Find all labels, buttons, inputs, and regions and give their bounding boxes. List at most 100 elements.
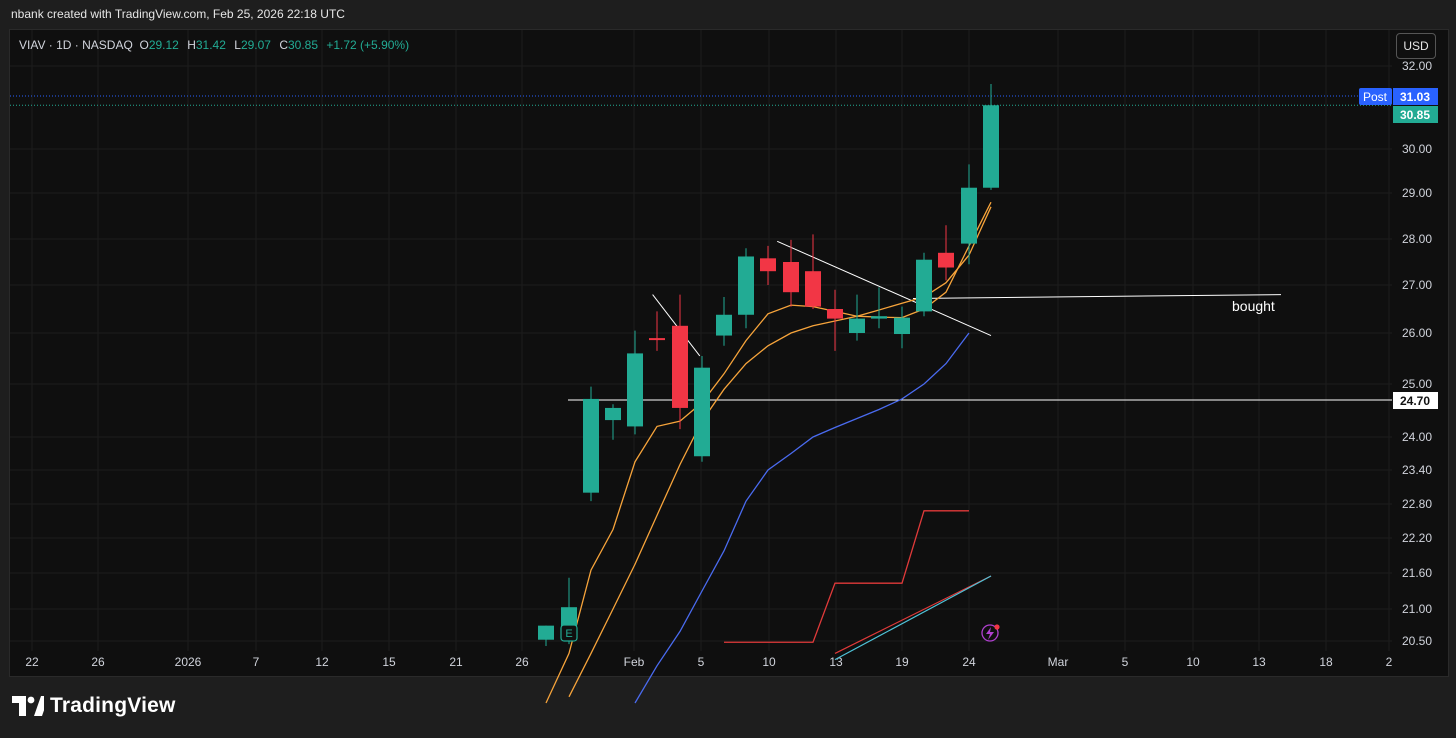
candle (871, 287, 887, 329)
earnings-marker: E (560, 624, 578, 642)
x-axis-tick-label: 10 (1186, 655, 1200, 669)
candle (538, 625, 554, 646)
y-axis-tick-label: 27.00 (1402, 278, 1432, 292)
candle-body (983, 105, 999, 188)
open-value: 29.12 (148, 38, 179, 52)
last-price-value: 30.85 (1400, 108, 1430, 122)
y-axis-tick-label: 21.00 (1402, 602, 1432, 616)
candle-body (938, 252, 954, 268)
candle (916, 252, 932, 317)
open-label: O (139, 38, 149, 52)
last-price-badge (1393, 106, 1438, 123)
tradingview-logo-icon (12, 696, 44, 716)
red-step-line (724, 510, 969, 643)
grid-lines (10, 30, 1392, 651)
candle (983, 83, 999, 190)
candle (583, 386, 599, 502)
candle-body (871, 316, 887, 319)
candle-body (583, 398, 599, 493)
y-axis-tick-label: 30.00 (1402, 142, 1432, 156)
candle (694, 355, 710, 462)
ema-fast-line (545, 201, 992, 704)
x-axis-tick-label: 24 (962, 655, 976, 669)
symbol-label: VIAV · 1D · NASDAQ (19, 38, 133, 52)
post-price-badge (1393, 88, 1438, 105)
y-axis-tick-label: 32.00 (1402, 59, 1432, 73)
x-axis-tick-label: 12 (315, 655, 329, 669)
candle-body (894, 317, 910, 335)
tradingview-logo[interactable]: TradingView (12, 694, 176, 718)
candle-body (716, 314, 732, 336)
lightning-dot (994, 624, 1000, 630)
y-axis-tick-label: 20.50 (1402, 634, 1432, 648)
candle (849, 294, 865, 341)
candle (805, 234, 821, 309)
low-value: 29.07 (240, 38, 271, 52)
y-axis-labels: 32.00 30.00 29.00 28.00 27.00 26.00 25.00 24.00… (1402, 59, 1432, 648)
low-label: L (234, 38, 241, 52)
candle-body (961, 187, 977, 244)
x-axis-labels: 22 26 2026 7 12 15 21 26 Feb 5 10 13 19 24 Mar 5 10 13 18 2 (25, 655, 1392, 669)
candle (894, 306, 910, 349)
y-axis-tick-label: 23.40 (1402, 463, 1432, 477)
x-axis-tick-label: 5 (698, 655, 705, 669)
ema-slow-line (634, 332, 970, 704)
post-tag-label: Post (1363, 90, 1388, 104)
x-axis-tick-label: 2026 (175, 655, 202, 669)
high-label: H (187, 38, 196, 52)
cyan-diverging-line (834, 575, 992, 661)
x-axis-tick-label: 26 (515, 655, 529, 669)
y-axis-tick-label: 29.00 (1402, 186, 1432, 200)
earnings-marker-label: E (565, 628, 572, 640)
x-axis-tick-label: 22 (25, 655, 39, 669)
dividend-lightning-icon (981, 624, 1000, 642)
candle (605, 404, 621, 440)
bought-annotation: bought (1232, 298, 1275, 314)
bought-line (912, 294, 1282, 299)
chart-frame[interactable] (9, 29, 1449, 677)
candle (760, 245, 776, 285)
x-axis-tick-label: 15 (382, 655, 396, 669)
candle-body (760, 258, 776, 272)
x-axis-tick-label: 2 (1386, 655, 1393, 669)
ohlc-legend: VIAV · 1D · NASDAQ O29.12 H31.42 L29.07 … (19, 38, 414, 52)
high-value: 31.42 (195, 38, 226, 52)
candle-body (605, 407, 621, 421)
level-24-70-value: 24.70 (1400, 394, 1430, 408)
x-axis-tick-label: 26 (91, 655, 105, 669)
y-axis-tick-label: 26.00 (1402, 326, 1432, 340)
change-value: +1.72 (+5.90%) (326, 38, 410, 52)
y-axis-tick-label: 28.00 (1402, 232, 1432, 246)
y-axis-tick-label: 21.60 (1402, 566, 1432, 580)
y-axis-tick-label: 24.00 (1402, 430, 1432, 444)
candle (716, 297, 732, 346)
currency-button[interactable]: USD (1396, 33, 1436, 59)
candle-body (538, 625, 554, 640)
post-tag (1359, 88, 1392, 105)
candle (827, 289, 843, 351)
y-axis-tick-label: 25.00 (1402, 377, 1432, 391)
x-axis-tick-label: Mar (1048, 655, 1069, 669)
trend-line (652, 294, 701, 357)
x-axis-tick-label: 10 (762, 655, 776, 669)
candle-body (805, 271, 821, 307)
candle (649, 311, 665, 351)
candle (672, 294, 688, 430)
x-axis-tick-label: Feb (624, 655, 645, 669)
x-axis-tick-label: 13 (829, 655, 843, 669)
candle (738, 248, 754, 329)
x-axis-tick-label: 7 (253, 655, 260, 669)
candle-body (738, 256, 754, 315)
close-value: 30.85 (287, 38, 319, 52)
candle-body (916, 259, 932, 312)
x-axis-tick-label: 21 (449, 655, 463, 669)
x-axis-tick-label: 13 (1252, 655, 1266, 669)
post-price-value: 31.03 (1400, 90, 1430, 104)
lightning-bolt (986, 627, 994, 640)
candle (938, 225, 954, 281)
level-24-70-badge (1393, 392, 1438, 409)
candle-body (827, 309, 843, 319)
close-label: C (279, 38, 288, 52)
red-diverging-line (834, 575, 992, 654)
